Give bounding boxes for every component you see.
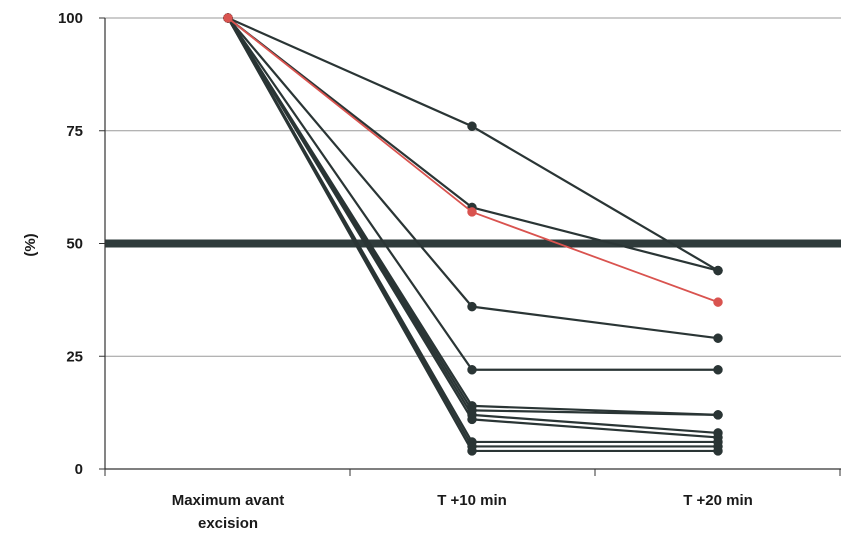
x-tick-label: excision	[198, 515, 258, 532]
series-5	[223, 13, 723, 375]
series-4	[223, 13, 723, 343]
series-11	[223, 13, 723, 452]
series-line	[227, 17, 718, 448]
y-axis-label: (%)	[22, 233, 39, 256]
series-9	[223, 13, 723, 443]
series-3	[223, 13, 723, 307]
data-point	[223, 13, 233, 23]
data-point	[467, 301, 477, 312]
y-tick-label: 25	[66, 348, 83, 365]
data-point	[467, 446, 477, 456]
series-line	[227, 17, 719, 340]
series-line	[227, 17, 718, 453]
data-point	[713, 297, 723, 307]
x-tick-label: T +10 min	[437, 492, 507, 509]
x-tick-label: Maximum avant	[172, 492, 285, 509]
data-point	[467, 365, 477, 375]
series-line	[227, 17, 718, 444]
series-group	[223, 13, 723, 456]
x-tick-label: T +20 min	[683, 492, 753, 509]
data-point	[713, 265, 723, 276]
data-point	[467, 414, 477, 425]
axes	[99, 17, 841, 476]
tick-labels: 0 25 50 75 100 Maximum avant excision T +10 min…	[58, 10, 753, 532]
series-12	[223, 13, 723, 456]
y-tick-label: 75	[66, 123, 83, 140]
data-point	[467, 121, 477, 131]
data-point	[713, 333, 723, 343]
data-point	[467, 207, 477, 217]
series-line	[227, 17, 718, 371]
data-point	[713, 365, 723, 375]
data-point	[713, 410, 723, 420]
series-line	[227, 17, 719, 303]
y-tick-label: 50	[66, 236, 83, 253]
y-tick-label: 0	[75, 461, 83, 478]
data-point	[713, 446, 723, 456]
y-tick-label: 100	[58, 10, 83, 27]
